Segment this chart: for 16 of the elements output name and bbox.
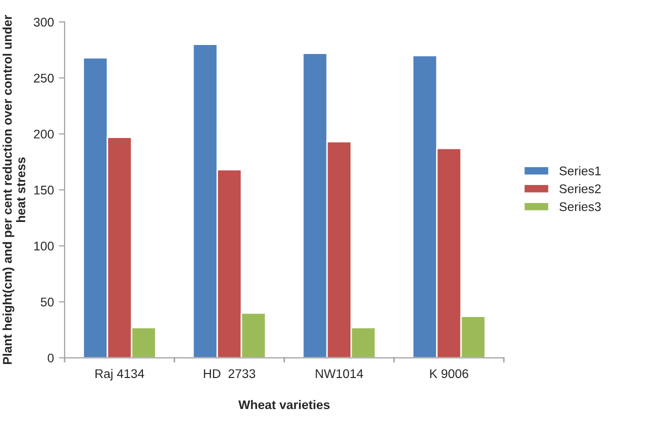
x-tick-label: HD 2733 <box>204 369 256 378</box>
y-tick-label: 200 <box>34 130 54 139</box>
y-tick-label: 100 <box>34 242 54 250</box>
x-tick-label: K 9006 <box>430 369 468 378</box>
y-tick-label: 300 <box>34 18 54 27</box>
y-axis-title: Plant height(cm) and per cent reduction over control under heat stress <box>2 15 26 364</box>
x-axis-title: Wheat varieties <box>238 400 330 410</box>
x-tick-label: Raj 4134 <box>96 368 144 381</box>
y-tick-label: 50 <box>40 298 54 306</box>
x-tick-label: NW1014 <box>316 369 364 378</box>
y-tick-label: 0 <box>48 354 54 362</box>
y-tick-label: 150 <box>34 186 54 195</box>
y-tick-label: 250 <box>34 74 54 83</box>
legend-label: Series2 <box>559 184 601 194</box>
legend-label: Series3 <box>559 202 601 212</box>
legend-label: Series1 <box>559 166 601 176</box>
